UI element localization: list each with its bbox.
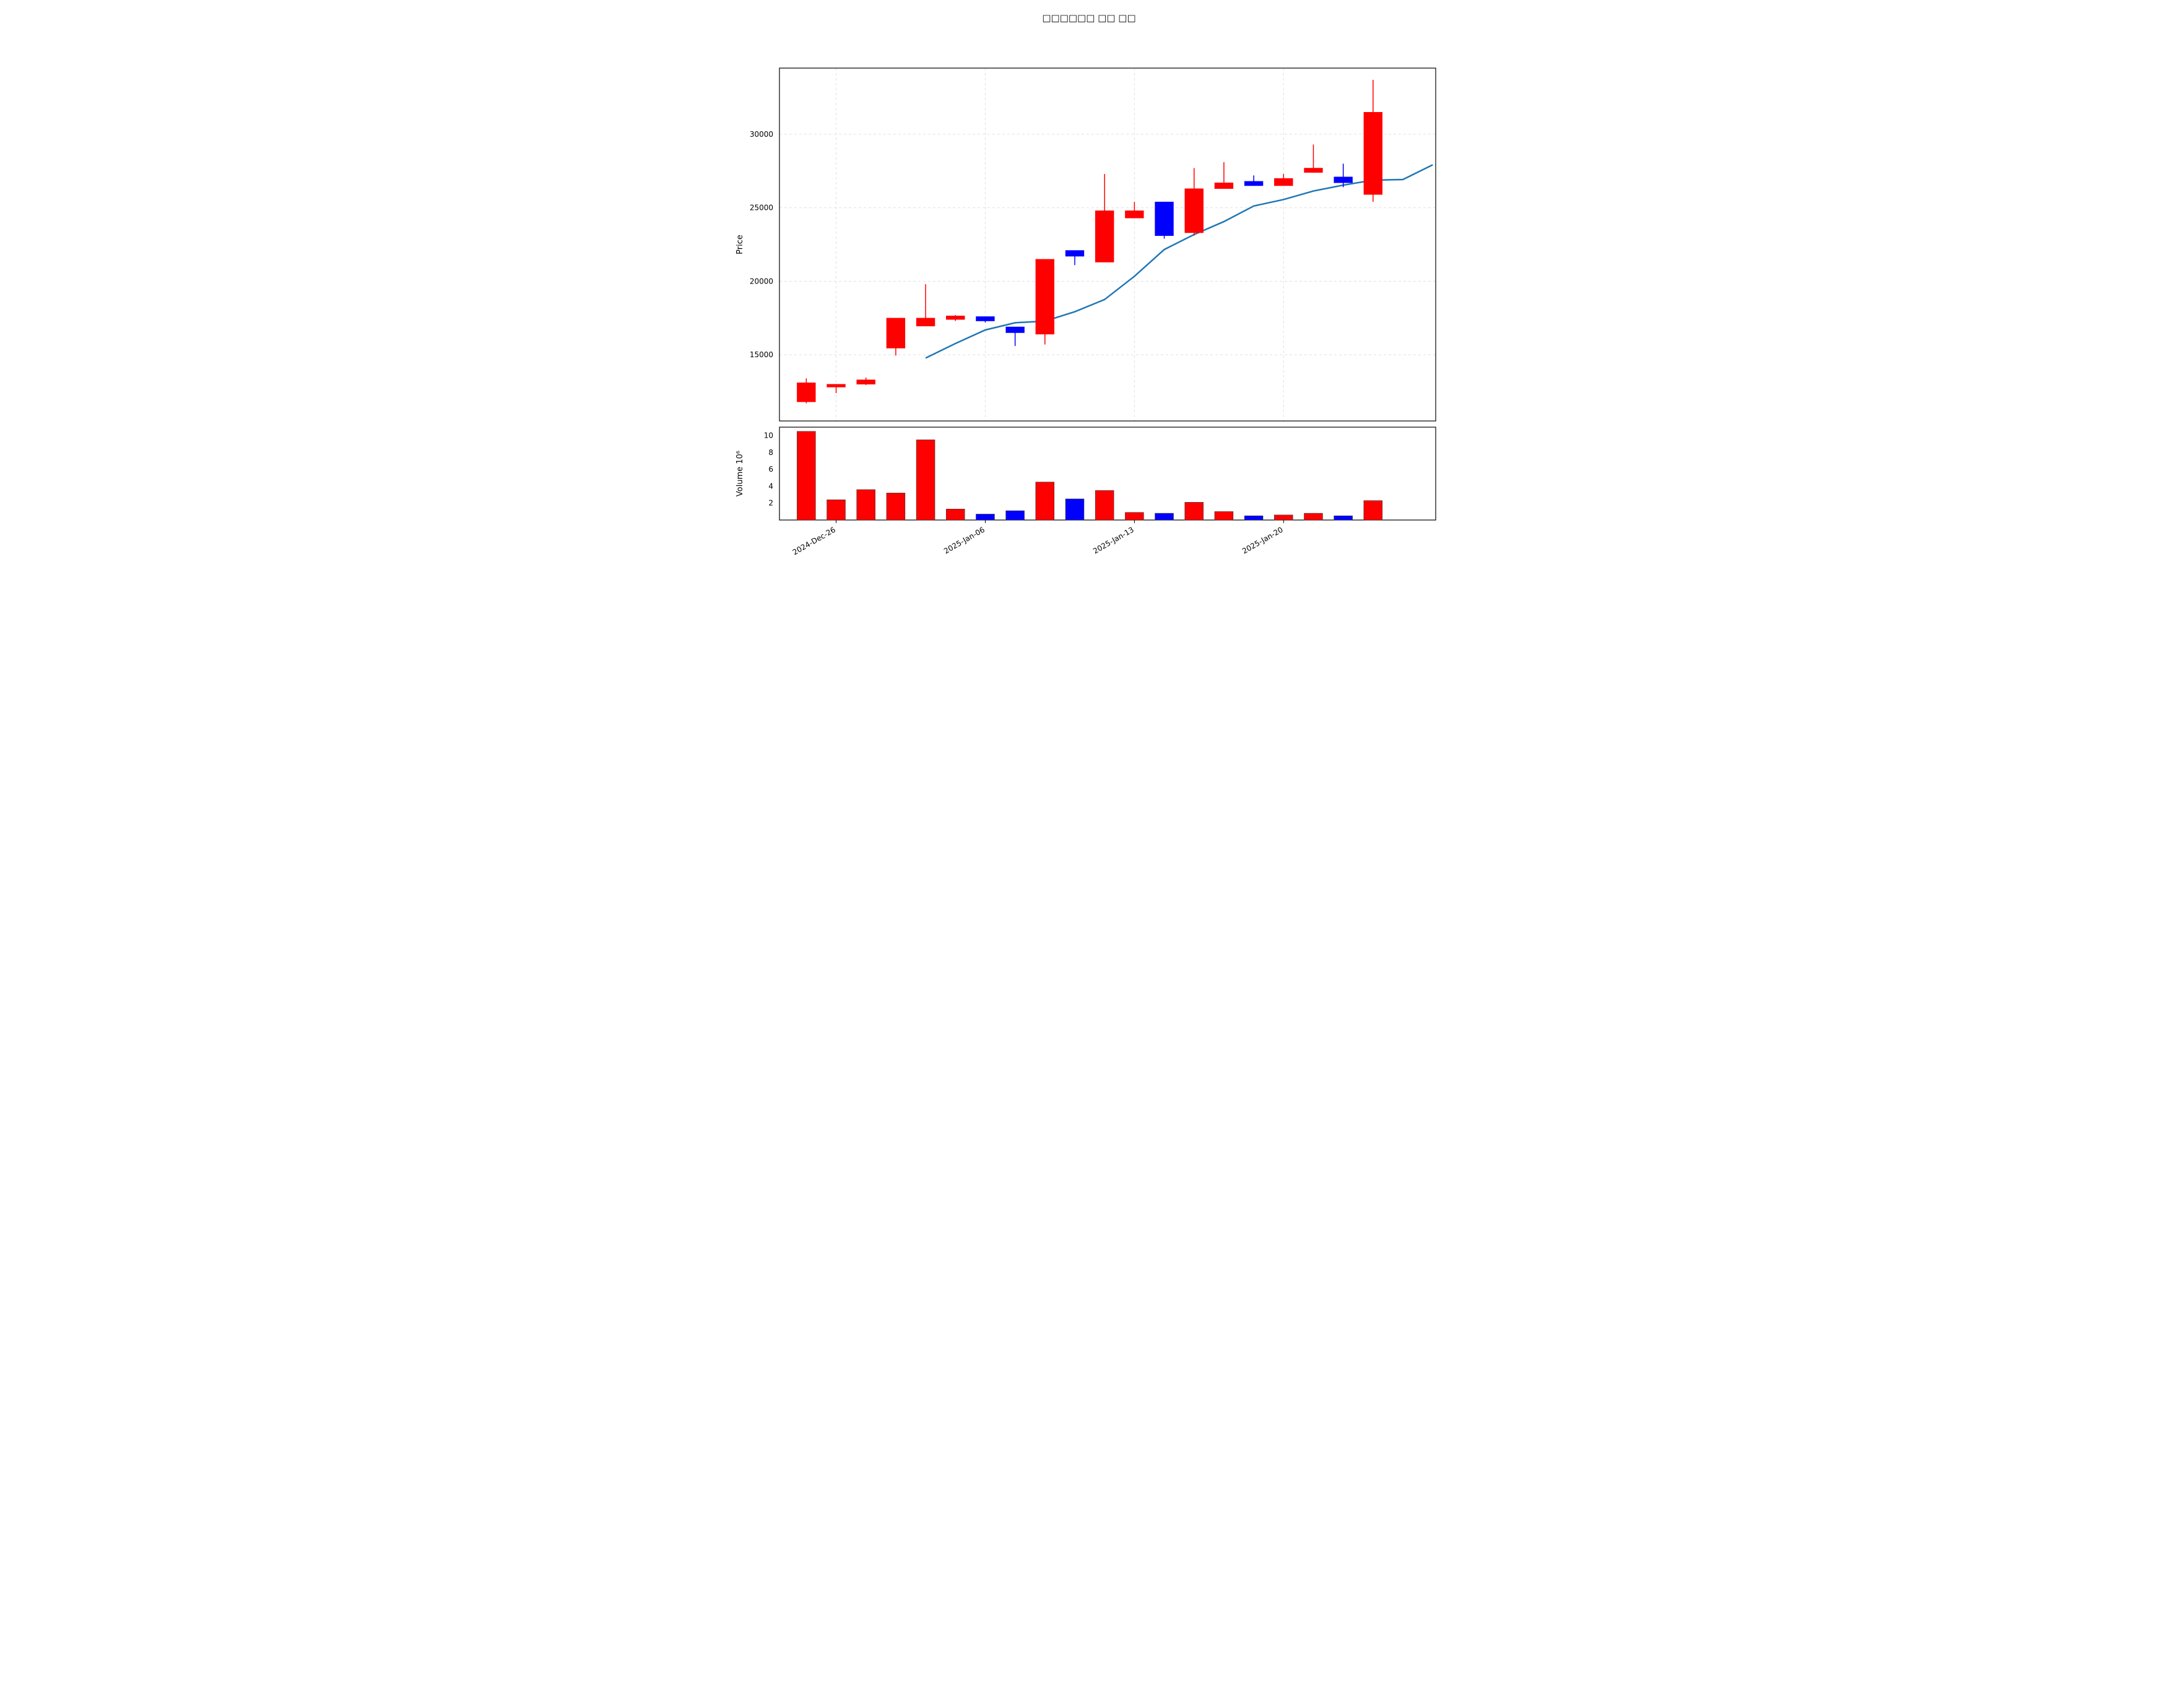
volume-bar [1304,513,1323,520]
candle-body [1125,210,1143,218]
price-ylabel: Price [735,235,745,254]
x-tick-label: 2025-Jan-20 [1241,525,1285,555]
candle-body [1364,112,1382,194]
candle-body [976,316,995,321]
volume-bar [1155,513,1174,520]
volume-bar [1274,515,1293,520]
candle-body [1244,181,1263,186]
candle-body [1095,210,1114,262]
volume-ytick-label: 2 [768,499,773,508]
x-tick-label: 2024-Dec-26 [791,525,837,557]
volume-ytick-label: 10 [764,431,773,440]
chart-title: □□□□□□ □□ □□ [718,12,1460,24]
x-tick-label: 2025-Jan-13 [1091,525,1135,555]
volume-bars [797,431,1382,520]
volume-bar [1006,511,1025,520]
candle-body [1006,327,1025,333]
candle-body [1065,251,1084,257]
volume-bar [1364,501,1382,520]
candle-body [797,383,815,402]
volume-ytick-label: 4 [768,482,773,490]
volume-ytick-label: 6 [768,465,773,474]
volume-bar [1334,516,1353,520]
x-ticks: 2024-Dec-26 2025-Jan-06 2025-Jan-13 2025-Ja… [791,520,1285,557]
volume-bar [1185,502,1204,520]
volume-bar [857,490,875,520]
price-ytick-label: 25000 [750,204,773,212]
volume-ylabel: Volume 10⁶ [735,451,745,496]
figure: □□□□□□ □□ □□ 15000 20000 25000 30000 Price 2 4… [718,0,1460,583]
price-panel: 15000 20000 25000 30000 Price [735,68,1436,421]
volume-bar [976,514,995,520]
candle-body [1215,183,1233,189]
volume-bar [946,509,965,520]
volume-bar [1065,499,1084,520]
volume-bar [887,493,905,520]
candle-body [1185,189,1204,233]
x-tick-label: 2025-Jan-06 [942,525,986,555]
ma5-line [926,165,1433,358]
price-ytick-label: 15000 [750,350,773,359]
chart-svg: 15000 20000 25000 30000 Price 2 4 6 8 10 Volume 10… [718,0,1460,583]
volume-bar [827,500,846,520]
candle-body [827,384,846,388]
price-ytick-label: 30000 [750,130,773,139]
candle-body [1155,202,1174,236]
candle-body [1274,178,1293,186]
volume-bar [1244,516,1263,520]
candle-body [916,318,935,326]
volume-bar [916,440,935,520]
candle-body [887,318,905,349]
candle-body [946,316,965,319]
candle-body [1334,177,1353,183]
candle-body [1304,168,1323,173]
volume-bar [1215,511,1233,520]
volume-bar [1095,490,1114,520]
volume-bar [797,431,815,520]
volume-bar [1036,482,1054,520]
volume-bar [1125,513,1143,520]
volume-ytick-label: 8 [768,448,773,457]
candle-body [857,380,875,384]
candle-body [1036,259,1054,334]
price-ytick-label: 20000 [750,277,773,285]
